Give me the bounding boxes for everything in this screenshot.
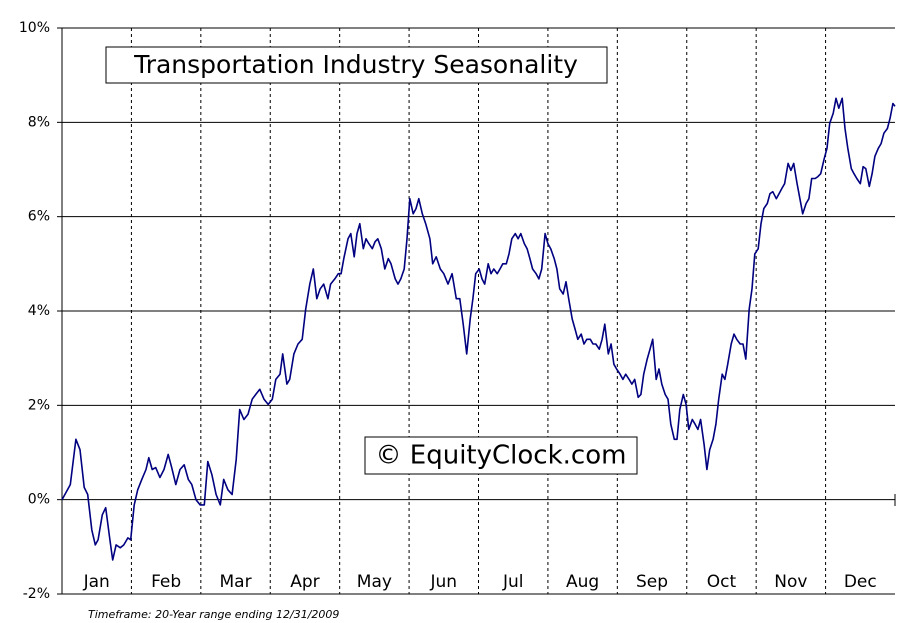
- footnote: Timeframe: 20-Year range ending 12/31/20…: [88, 608, 339, 621]
- x-tick-label: Dec: [844, 572, 877, 592]
- title-box: [105, 46, 608, 84]
- y-tick-label: 8%: [28, 114, 50, 130]
- y-tick-label: 4%: [28, 303, 50, 319]
- x-tick-label: Jul: [502, 572, 524, 592]
- watermark: © EquityClock.com: [376, 441, 627, 471]
- x-tick-label: Feb: [151, 572, 181, 592]
- y-tick-label: 2%: [28, 397, 50, 413]
- y-tick-label: 0%: [28, 492, 50, 508]
- x-tick-label: Jan: [83, 572, 110, 592]
- chart-title: Transportation Industry Seasonality: [133, 50, 578, 79]
- x-tick-label: Oct: [707, 572, 737, 592]
- series-line: [61, 97, 896, 561]
- x-tick-label: Apr: [290, 572, 319, 592]
- x-tick-label: Aug: [566, 572, 599, 592]
- y-tick-label: 10%: [19, 20, 50, 36]
- x-tick-label: Mar: [220, 572, 252, 592]
- watermark-box: [364, 436, 638, 475]
- x-tick-label: Nov: [774, 572, 807, 592]
- y-tick-label: -2%: [23, 586, 50, 602]
- y-tick-label: 6%: [28, 209, 50, 225]
- x-tick-label: Jun: [430, 572, 458, 592]
- x-tick-label: Sep: [636, 572, 668, 592]
- x-tick-label: May: [357, 572, 392, 592]
